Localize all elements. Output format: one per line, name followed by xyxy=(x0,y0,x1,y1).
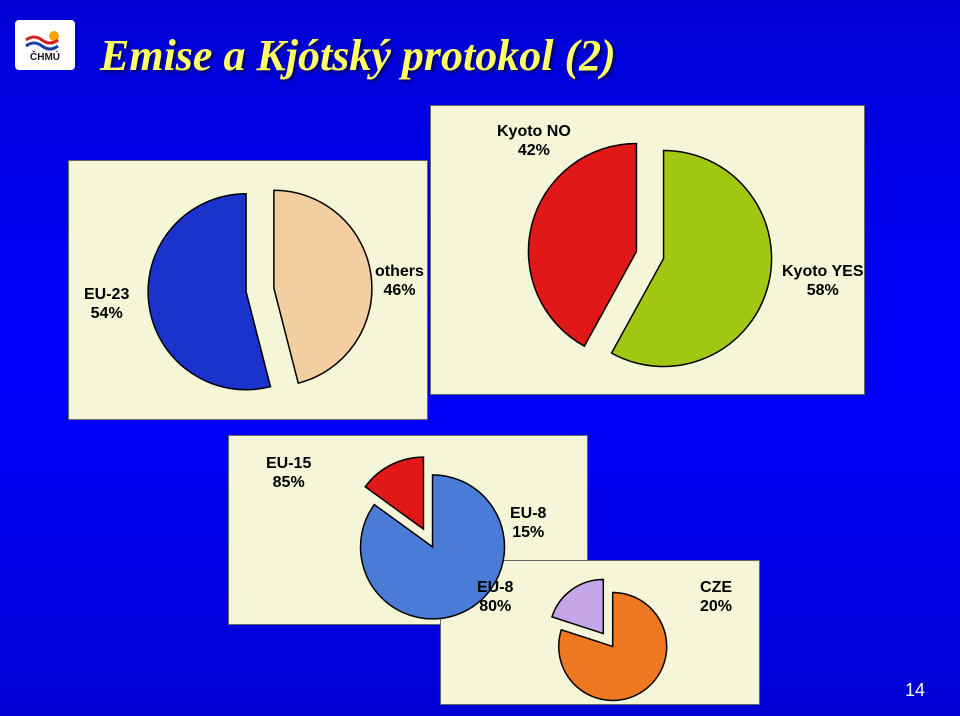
pie-slice-label: Kyoto YES58% xyxy=(782,262,864,300)
pie-slice xyxy=(552,580,603,634)
pie-slice xyxy=(148,194,270,390)
pie-slice-label: others46% xyxy=(375,262,424,300)
page-number: 14 xyxy=(905,680,925,701)
pie-slice-label: CZE20% xyxy=(700,578,732,616)
pie-slice-label: EU-880% xyxy=(477,578,513,616)
pie-slice-label: Kyoto NO42% xyxy=(497,122,571,160)
pie-slice xyxy=(528,144,636,347)
pie-slice-label: EU-1585% xyxy=(266,454,311,492)
pie-slice-label: EU-815% xyxy=(510,504,546,542)
pie-slice xyxy=(274,190,372,383)
pie-slice-label: EU-2354% xyxy=(84,285,129,323)
